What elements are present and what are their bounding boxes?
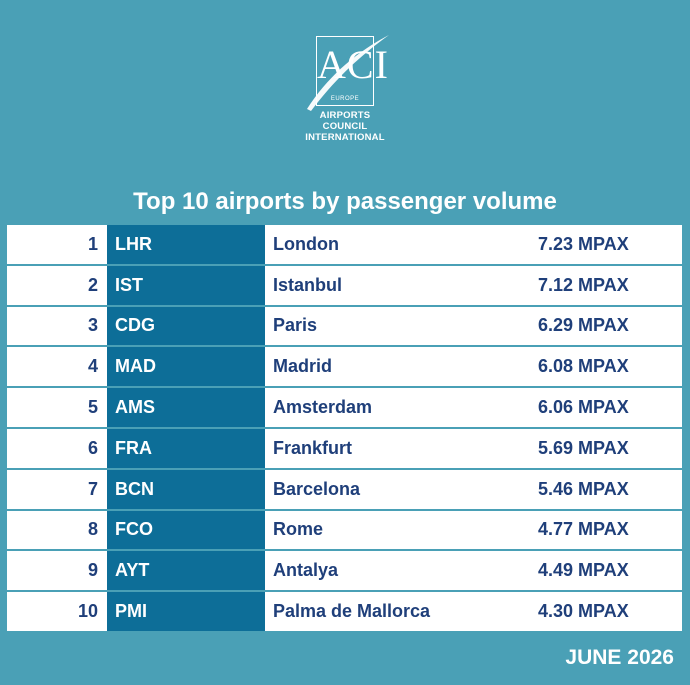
passenger-volume-cell: 4.77 MPAX xyxy=(538,519,629,540)
city-cell: Paris xyxy=(273,315,318,336)
passenger-volume-cell: 5.69 MPAX xyxy=(538,437,629,458)
city-cell: Barcelona xyxy=(273,478,361,499)
airport-code-cell: CDG xyxy=(107,306,265,346)
airport-code-cell: AMS xyxy=(107,388,265,427)
city-cell: Amsterdam xyxy=(273,397,373,418)
city-cell: Rome xyxy=(273,519,324,540)
swoosh-icon xyxy=(307,35,389,111)
airport-code-cell: FRA xyxy=(107,428,265,468)
rank-cell: 6 xyxy=(87,437,98,458)
airport-code-cell: MAD xyxy=(107,347,265,387)
table-row: 8 FCO Rome 4.77 MPAX xyxy=(7,510,682,550)
rank-cell: 4 xyxy=(87,356,98,377)
passenger-volume-cell: 5.46 MPAX xyxy=(538,478,629,499)
passenger-volume-cell: 6.08 MPAX xyxy=(538,356,629,377)
table-row: 10 PMI Palma de Mallorca 4.30 MPAX xyxy=(7,592,682,631)
table-row: 3 CDG Paris 6.29 MPAX xyxy=(7,306,682,346)
passenger-volume-cell: 4.49 MPAX xyxy=(538,560,629,581)
table-row: 1 LHR London 7.23 MPAX xyxy=(7,225,682,264)
passenger-volume-cell: 6.06 MPAX xyxy=(538,397,629,418)
rank-cell: 8 xyxy=(87,519,98,540)
city-cell: Istanbul xyxy=(273,274,343,295)
airport-code-cell: BCN xyxy=(107,469,265,509)
logo-name-line1: AIRPORTS COUNCIL xyxy=(319,110,371,132)
ranking-table: 1 LHR London 7.23 MPAX 2 IST Istanbul 7.12 MPAX… xyxy=(7,225,682,633)
logo-sub-text: EUROPE xyxy=(330,96,360,102)
city-cell: Antalya xyxy=(273,560,339,581)
rank-cell: 10 xyxy=(77,601,98,622)
aci-logo-mark: ACI EUROPE xyxy=(307,35,389,111)
airport-code-cell: PMI xyxy=(107,592,265,631)
city-cell: Frankfurt xyxy=(273,437,353,458)
table-row: 6 FRA Frankfurt 5.69 MPAX xyxy=(7,428,682,468)
airport-code-cell: LHR xyxy=(107,225,265,264)
table-row: 9 AYT Antalya 4.49 MPAX xyxy=(7,551,682,591)
passenger-volume-cell: 6.29 MPAX xyxy=(538,315,629,336)
rank-cell: 5 xyxy=(87,397,98,418)
table-row: 4 MAD Madrid 6.08 MPAX xyxy=(7,347,682,387)
logo-org-name: AIRPORTS COUNCIL INTERNATIONAL xyxy=(300,110,390,143)
rank-cell: 2 xyxy=(87,274,98,295)
city-cell: London xyxy=(273,233,339,254)
airport-code-cell: IST xyxy=(107,265,265,305)
report-date: JUNE 2026 xyxy=(565,646,674,669)
airport-code-cell: FCO xyxy=(107,510,265,550)
table-row: 7 BCN Barcelona 5.46 MPAX xyxy=(7,469,682,509)
city-cell: Madrid xyxy=(273,356,333,377)
passenger-volume-cell: 7.12 MPAX xyxy=(538,274,629,295)
rank-cell: 3 xyxy=(87,315,98,336)
rank-cell: 7 xyxy=(87,478,98,499)
aci-logo: ACI EUROPE AIRPORTS COUNCIL INTERNATIONA… xyxy=(300,35,390,151)
chart-title: Top 10 airports by passenger volume xyxy=(133,188,557,215)
passenger-volume-cell: 7.23 MPAX xyxy=(538,233,629,254)
rank-cell: 9 xyxy=(87,560,98,581)
airport-code-cell: AYT xyxy=(107,551,265,591)
passenger-volume-cell: 4.30 MPAX xyxy=(538,601,629,622)
logo-mark-text: ACI xyxy=(317,42,389,87)
table-row: 2 IST Istanbul 7.12 MPAX xyxy=(7,265,682,305)
rank-cell: 1 xyxy=(87,233,98,254)
logo-name-line2: INTERNATIONAL xyxy=(305,132,385,143)
table-row: 5 AMS Amsterdam 6.06 MPAX xyxy=(7,388,682,427)
city-cell: Palma de Mallorca xyxy=(273,601,431,622)
